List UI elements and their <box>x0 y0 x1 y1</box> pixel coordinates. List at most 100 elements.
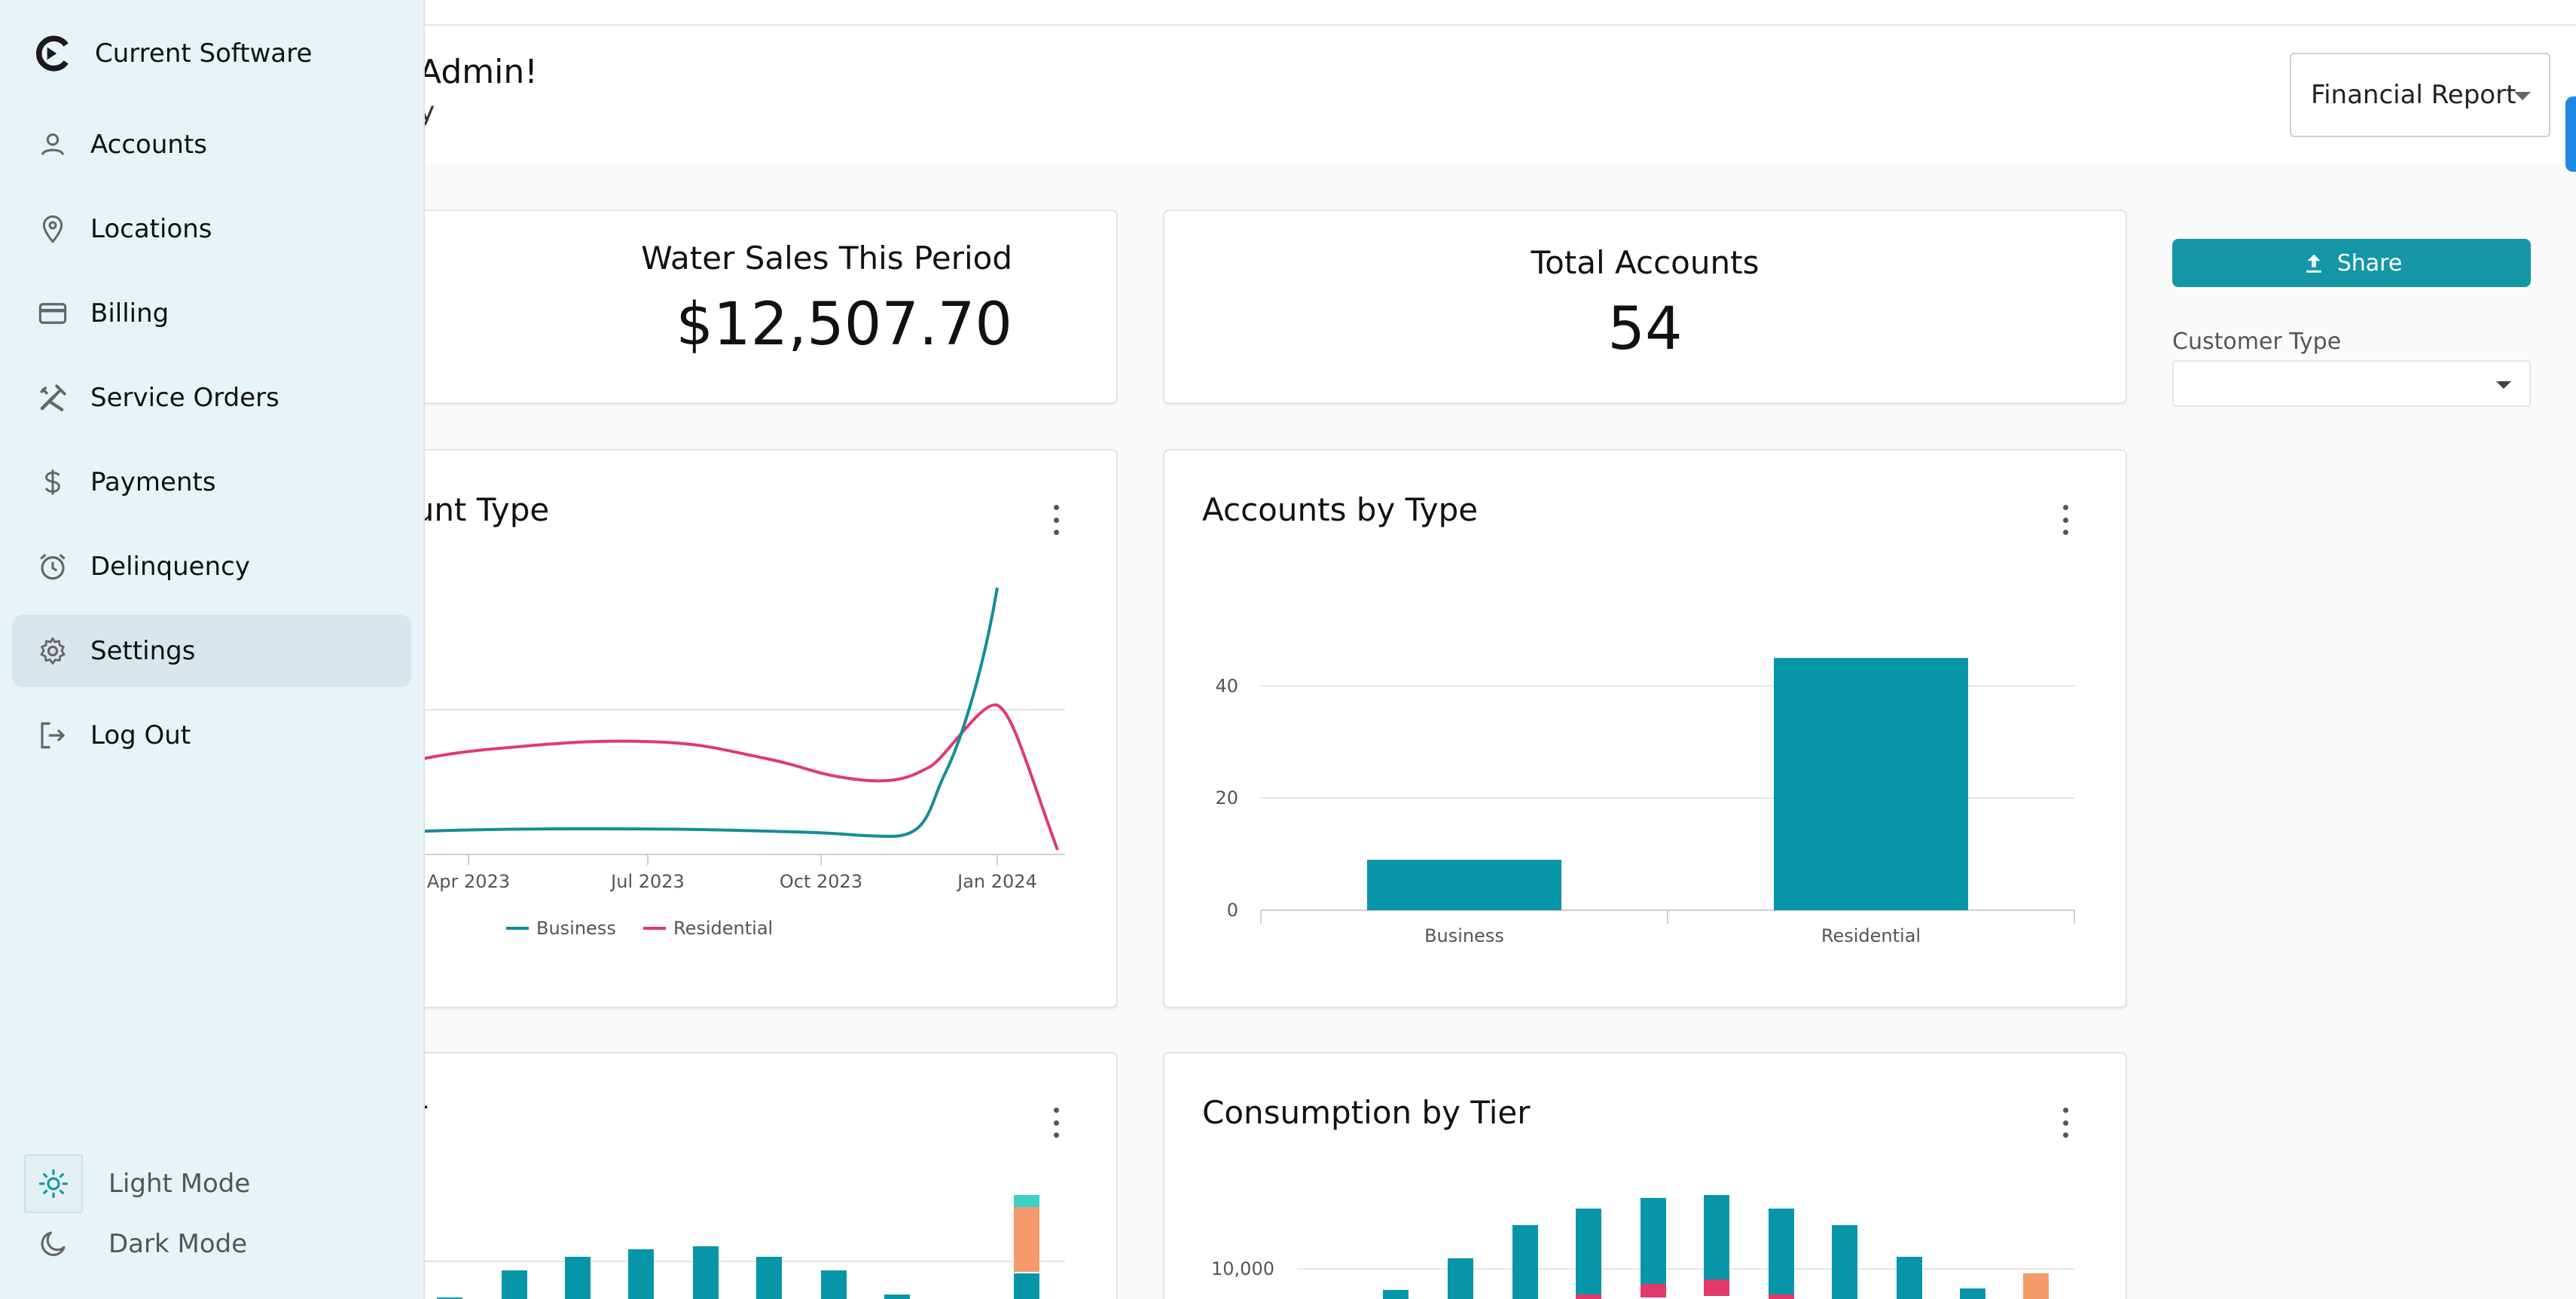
bar-segment <box>502 1270 527 1299</box>
bar-segment <box>1641 1284 1666 1297</box>
share-button[interactable]: Share <box>2172 239 2531 287</box>
sidebar-item-payments[interactable]: Payments <box>12 446 411 518</box>
sidebar-item-accounts[interactable]: Accounts <box>12 109 411 181</box>
customer-type-label: Customer Type <box>2172 329 2342 355</box>
series-line-residential <box>372 703 1059 851</box>
bar-segment <box>1769 1294 1794 1299</box>
x-tick-label: Jan 2024 <box>956 871 1037 892</box>
water-sales-value: $12,507.70 <box>676 291 1012 359</box>
share-button-label: Share <box>2336 249 2403 277</box>
bar-segment <box>1014 1195 1039 1207</box>
sidebar-item-locations[interactable]: Locations <box>12 193 411 265</box>
bar-segment <box>1014 1207 1039 1272</box>
upload-icon <box>2306 254 2321 273</box>
logo-icon <box>36 35 69 72</box>
bar-segment <box>1014 1273 1039 1299</box>
bar-segment <box>1897 1257 1922 1299</box>
bar-segment <box>1576 1294 1601 1299</box>
consumption-by-tier-card: Consumption by Tier 10,000 <box>1163 1052 2127 1299</box>
sidebar-item-label: Delinquency <box>90 552 250 582</box>
x-tick-label: Business <box>1424 925 1504 946</box>
sidebar-item-billing[interactable]: Billing <box>12 277 411 350</box>
greeting-title: Admin! <box>419 53 538 91</box>
report-type-value: Financial Report <box>2311 80 2516 110</box>
more-vert-icon[interactable] <box>1048 505 1064 535</box>
moon-icon <box>24 1215 83 1273</box>
y-tick-label: 40 <box>1215 675 1238 696</box>
y-tick-label: 0 <box>1227 900 1238 921</box>
line-chart-card: ount Type Apr 2023 Jul 2023 Oct 2023 Jan… <box>371 449 1118 1008</box>
sidebar-item-settings[interactable]: Settings <box>12 615 411 687</box>
sidebar-item-label: Log Out <box>90 720 191 750</box>
total-accounts-card: Total Accounts 54 <box>1163 209 2127 404</box>
alarm-clock-icon <box>36 550 69 583</box>
top-app-bar <box>0 0 2576 26</box>
total-accounts-value: 54 <box>1607 295 1683 363</box>
legend-label-business: Business <box>536 918 616 939</box>
bar-segment <box>1448 1258 1473 1299</box>
bar-segment <box>1704 1195 1729 1279</box>
dark-mode-button[interactable]: Dark Mode <box>24 1215 401 1273</box>
dollar-icon <box>36 466 69 499</box>
accounts-by-type-chart: 0 20 40 Business Residential <box>1215 658 2075 946</box>
bar-segment <box>756 1257 782 1299</box>
bar-segment <box>884 1294 910 1299</box>
report-type-select[interactable]: Financial Report <box>2290 53 2550 137</box>
sidebar-item-label: Settings <box>90 636 196 666</box>
series-line-business <box>372 587 999 839</box>
x-tick-label: Apr 2023 <box>427 871 510 892</box>
logout-icon <box>36 719 69 752</box>
bar-residential <box>1774 658 1968 910</box>
water-sales-card: Water Sales This Period $12,507.70 <box>371 209 1118 404</box>
x-tick-label: Oct 2023 <box>780 871 862 892</box>
bar-segment <box>1832 1225 1857 1299</box>
tier-chart-left <box>372 1195 1065 1299</box>
caret-down-icon <box>2496 381 2511 389</box>
credit-card-icon <box>36 297 69 330</box>
person-icon <box>36 128 69 161</box>
light-mode-label: Light Mode <box>108 1169 251 1199</box>
bar-segment <box>1960 1288 1985 1299</box>
water-sales-title: Water Sales This Period <box>641 240 1012 277</box>
bar-segment <box>437 1297 462 1299</box>
bar-segment <box>1383 1290 1409 1299</box>
light-mode-button[interactable]: Light Mode <box>24 1154 401 1213</box>
brand[interactable]: Current Software <box>35 35 312 72</box>
sun-icon <box>24 1154 83 1213</box>
bar-segment <box>628 1249 654 1299</box>
sidebar-item-delinquency[interactable]: Delinquency <box>12 530 411 603</box>
bar-segment <box>1769 1209 1794 1294</box>
sidebar: Current Software Accounts Locations Bill… <box>0 0 425 1299</box>
brand-name: Current Software <box>95 38 313 69</box>
tools-icon <box>36 381 69 414</box>
caret-down-icon <box>2514 92 2531 100</box>
bar-segment <box>2023 1273 2049 1299</box>
sidebar-item-label: Service Orders <box>90 383 279 413</box>
bar-segment <box>1576 1209 1601 1294</box>
sidebar-item-label: Locations <box>90 214 212 244</box>
x-tick-label: Residential <box>1821 925 1921 946</box>
location-pin-icon <box>36 212 69 246</box>
more-vert-icon[interactable] <box>2058 505 2073 535</box>
more-vert-icon[interactable] <box>2058 1108 2073 1138</box>
accounts-by-type-title: Accounts by Type <box>1202 491 1479 528</box>
y-tick-label: 10,000 <box>1211 1258 1274 1279</box>
customer-type-select[interactable] <box>2172 360 2531 407</box>
more-vert-icon[interactable] <box>1048 1108 1064 1138</box>
sidebar-item-label: Accounts <box>90 130 207 160</box>
sidebar-item-label: Payments <box>90 467 216 497</box>
side-panel-tab[interactable] <box>2565 96 2576 172</box>
tier-chart-card-left: er <box>371 1052 1118 1299</box>
sidebar-item-service-orders[interactable]: Service Orders <box>12 362 411 434</box>
y-tick-label: 20 <box>1215 787 1238 808</box>
line-chart: Apr 2023 Jul 2023 Oct 2023 Jan 2024 Busi… <box>372 587 1065 939</box>
gear-icon <box>36 634 69 668</box>
legend-label-residential: Residential <box>673 918 773 939</box>
bar-business <box>1367 860 1561 910</box>
total-accounts-title: Total Accounts <box>1531 244 1760 281</box>
bar-segment <box>565 1257 591 1299</box>
dark-mode-label: Dark Mode <box>108 1229 248 1259</box>
sidebar-item-label: Billing <box>90 298 169 329</box>
bar-segment <box>1512 1225 1538 1299</box>
sidebar-item-log-out[interactable]: Log Out <box>12 699 411 772</box>
